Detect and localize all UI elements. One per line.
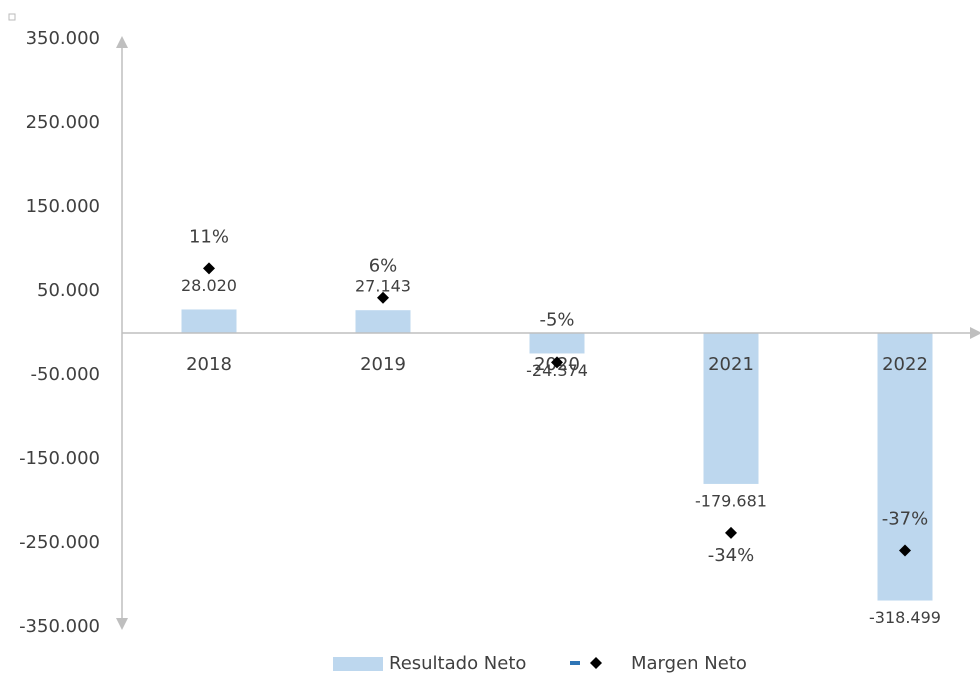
x-tick-label: 2022 (882, 354, 928, 375)
margin-marker (899, 544, 911, 557)
margin-marker (551, 356, 563, 369)
bar (355, 310, 411, 333)
y-tick-label: 150.000 (26, 196, 100, 217)
margin-label: -34% (708, 545, 755, 566)
margin-label: 11% (189, 226, 229, 247)
margin-marker (377, 291, 389, 304)
y-tick-label: -350.000 (19, 616, 100, 637)
y-tick-label: 250.000 (26, 112, 100, 133)
bar-value-label: -24.374 (526, 361, 588, 380)
legend-label: Margen Neto (631, 653, 747, 674)
margin-label: -5% (539, 309, 574, 330)
x-tick-label: 2021 (708, 354, 754, 375)
bar-value-label: -179.681 (695, 491, 767, 510)
bar-value-label: 27.143 (355, 277, 411, 296)
y-tick-label: -50.000 (31, 364, 100, 385)
legend-marker (590, 657, 602, 669)
legend-label: Resultado Neto (389, 653, 526, 674)
bar (181, 309, 237, 333)
margin-label: -37% (882, 509, 929, 530)
bar (529, 333, 585, 354)
legend-swatch (333, 657, 383, 671)
x-tick-label: 2019 (360, 354, 406, 375)
y-tick-label: -250.000 (19, 532, 100, 553)
margin-marker (203, 262, 215, 275)
corner-handle (8, 13, 16, 21)
y-tick-label: 50.000 (37, 280, 100, 301)
bar-value-label: -318.499 (869, 608, 941, 627)
bar-value-label: 28.020 (181, 276, 237, 295)
margin-marker (725, 526, 737, 539)
y-tick-label: 350.000 (26, 28, 100, 49)
margin-label: 6% (369, 256, 398, 277)
y-tick-label: -150.000 (19, 448, 100, 469)
bar (703, 333, 759, 484)
x-tick-label: 2018 (186, 354, 232, 375)
